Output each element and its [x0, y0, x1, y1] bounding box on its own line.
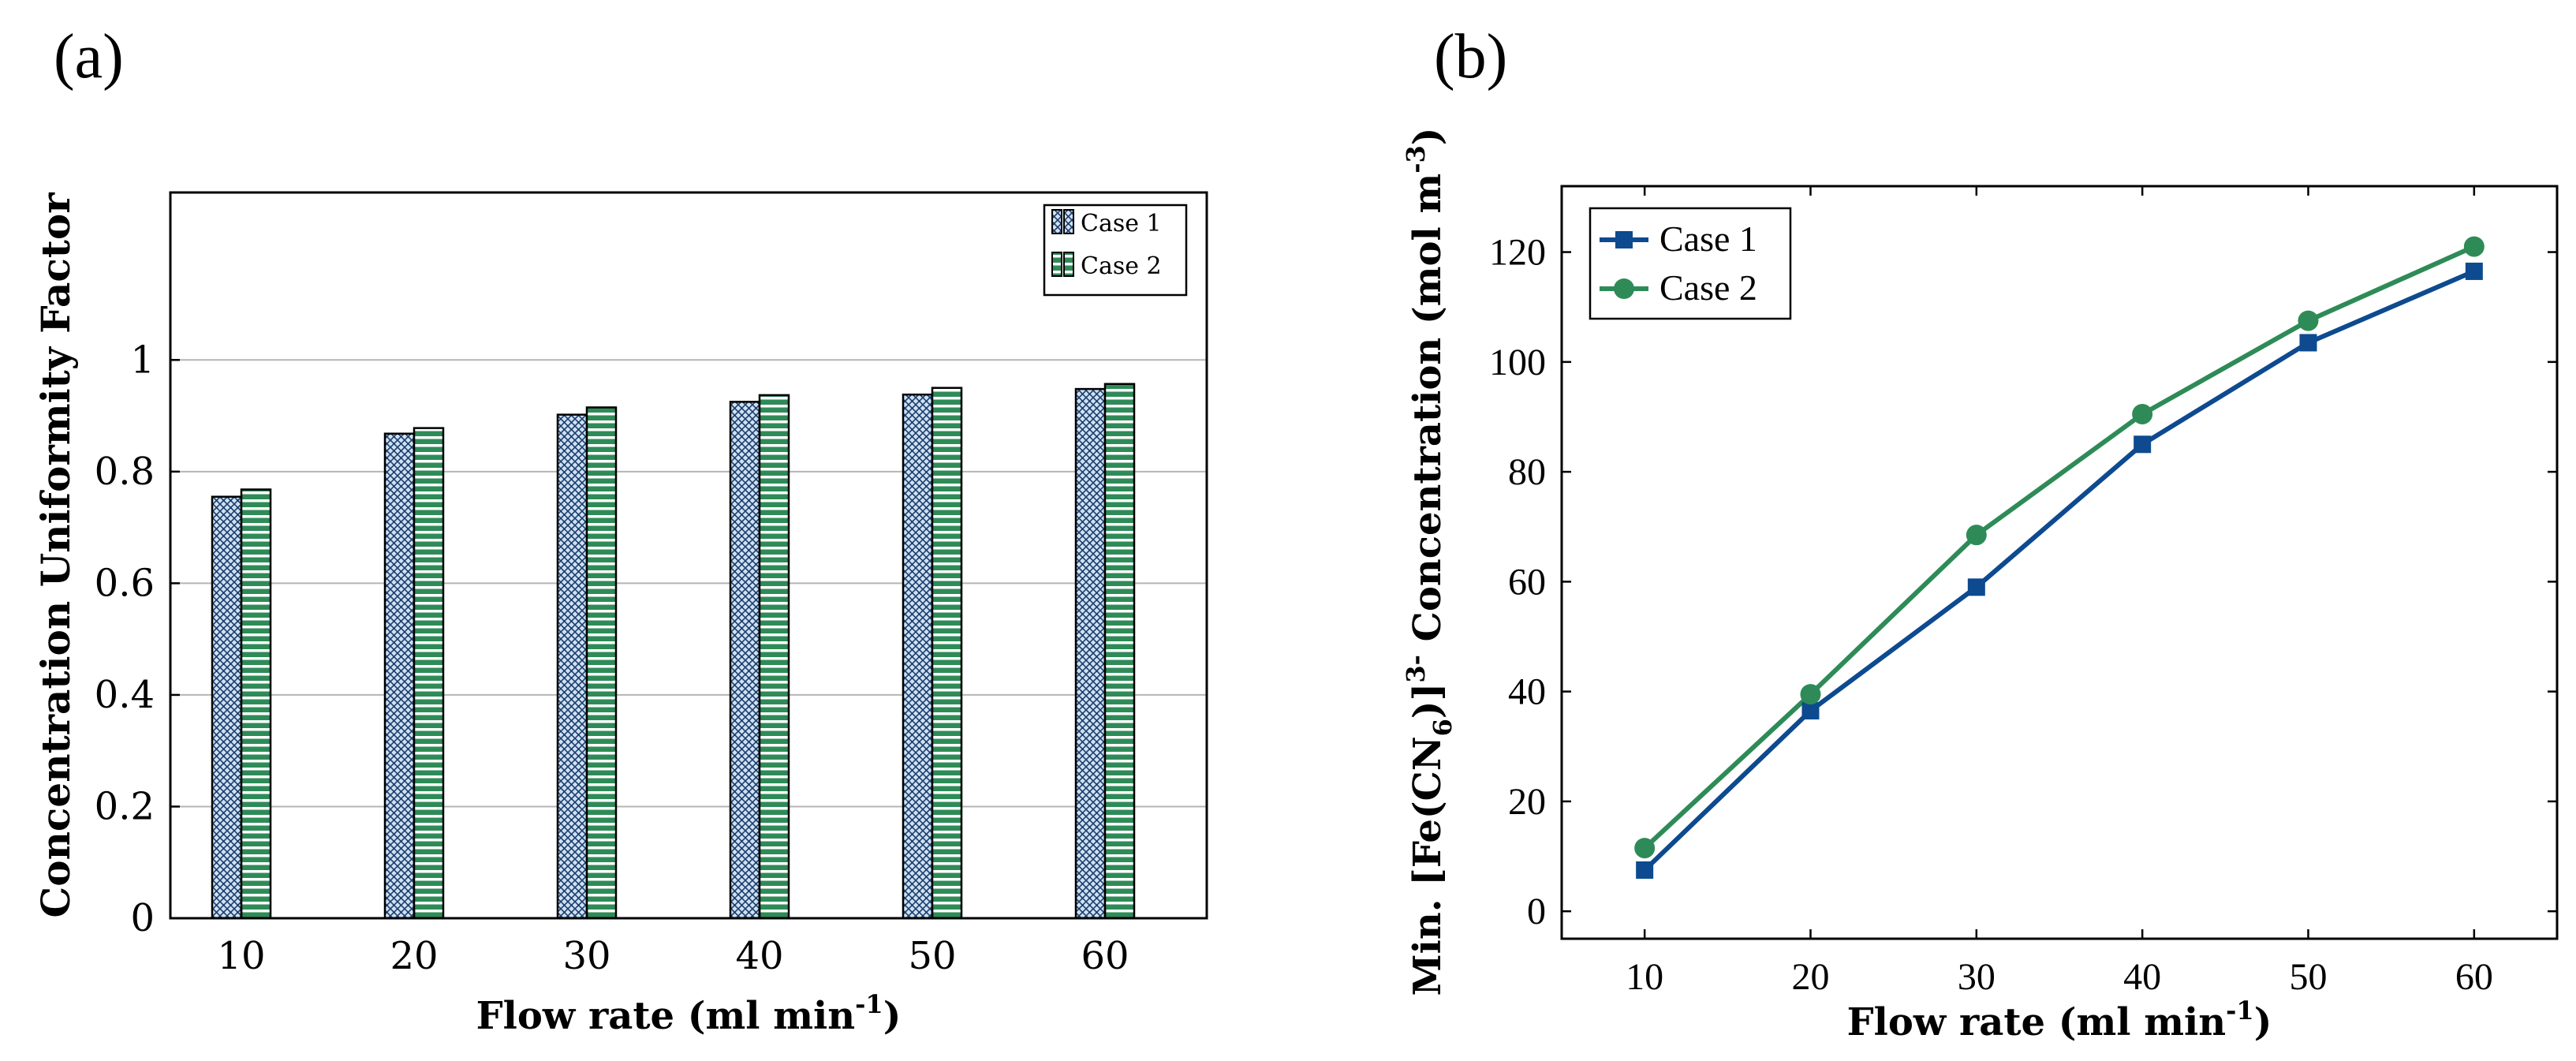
bar-case2 — [1103, 383, 1136, 920]
legend-case1-marker — [1615, 231, 1633, 248]
x-tick-label: 50 — [2290, 956, 2328, 998]
legend-case2-swatch — [1051, 252, 1062, 277]
line-case2 — [1643, 244, 2476, 850]
x-tick-label: 30 — [562, 934, 610, 978]
y-tick-label: 0.8 — [95, 450, 155, 494]
point-case1 — [1801, 702, 1820, 720]
point-case2 — [2463, 236, 2485, 257]
x-tick-label: 10 — [217, 934, 265, 978]
x-tick-label: 30 — [1958, 956, 1995, 998]
bar-case1 — [211, 495, 243, 920]
panel-b-legend: Case 1 Case 2 — [1589, 207, 1792, 320]
panel-b-label: (b) — [1434, 22, 1507, 92]
x-tick-label: 20 — [390, 934, 438, 978]
point-case2 — [2298, 310, 2319, 331]
point-case1 — [2134, 435, 2152, 454]
point-case1 — [1967, 578, 1985, 596]
x-tick-label: 10 — [1626, 956, 1663, 998]
panel-b-x-ticks: 10 20 30 40 50 60 — [1626, 186, 2493, 998]
panel-a-legend-box — [1043, 204, 1188, 297]
point-case2 — [2132, 403, 2153, 424]
y-tick-label: 0.6 — [95, 561, 155, 605]
panel-a-bars — [211, 383, 1136, 920]
panel-a-bar-chart: (a) 0 0.2 0.4 0.6 0.8 1 10 20 30 40 50 60 Concentr… — [32, 22, 1208, 1038]
bar-case1 — [729, 401, 761, 920]
y-tick-label: 40 — [1508, 671, 1546, 713]
legend-case2-marker — [1614, 278, 1634, 299]
x-tick-label: 20 — [1792, 956, 1830, 998]
legend-case1-swatch — [1063, 209, 1074, 234]
panel-a-x-ticks: 10 20 30 40 50 60 — [217, 909, 1129, 978]
legend-case1-label: Case 1 — [1659, 219, 1757, 259]
bar-case2 — [585, 406, 618, 920]
y-tick-label: 20 — [1508, 781, 1546, 823]
bar-case2 — [931, 387, 963, 920]
panel-b-series — [1634, 236, 2485, 879]
bar-case2 — [240, 488, 272, 920]
point-case2 — [1966, 525, 1987, 546]
legend-case2-swatch — [1063, 252, 1074, 277]
panel-b-y-ticks: 0 20 40 60 80 100 120 — [1489, 232, 2557, 932]
panel-a-plot-frame — [169, 191, 1208, 920]
point-case2 — [1634, 838, 1656, 859]
bar-case2 — [758, 394, 790, 920]
y-tick-label: 0 — [130, 896, 155, 940]
point-case1 — [2299, 334, 2317, 352]
panel-b-legend-box — [1589, 207, 1792, 320]
y-tick-label: 60 — [1508, 561, 1546, 603]
bar-case1 — [1074, 387, 1107, 920]
y-tick-label: 0.4 — [95, 673, 155, 717]
line-case1 — [1643, 269, 2475, 872]
point-case2 — [1800, 684, 1821, 705]
y-tick-label: 1 — [130, 338, 155, 382]
y-tick-label: 120 — [1489, 232, 1546, 274]
point-case1 — [2465, 262, 2483, 280]
panel-a-y-axis-label: Concentration Uniformity Factor — [32, 192, 79, 918]
bar-case1 — [556, 413, 588, 920]
panel-a-label: (a) — [54, 22, 124, 92]
legend-case1-label: Case 1 — [1081, 210, 1162, 237]
point-case1 — [1636, 861, 1654, 879]
y-tick-label: 0 — [1527, 891, 1546, 932]
panel-a-legend: Case 1 Case 2 — [1043, 204, 1188, 297]
panel-a-y-ticks: 0 0.2 0.4 0.6 0.8 1 — [95, 338, 180, 940]
y-tick-label: 100 — [1489, 342, 1546, 383]
y-tick-label: 80 — [1508, 451, 1546, 493]
x-tick-label: 50 — [908, 934, 956, 978]
panel-a-gridlines — [170, 359, 1207, 808]
legend-case2-label: Case 2 — [1081, 252, 1162, 280]
x-tick-label: 40 — [2123, 956, 2161, 998]
panel-b-y-axis-label: Min. [Fe(CN6)]3- Concentration (mol m-3) — [1401, 127, 1458, 996]
panel-b-line-chart: (b) 0 20 40 60 80 100 120 10 20 30 40 50 60 Min. [F… — [1401, 22, 2559, 1044]
x-tick-label: 60 — [1081, 934, 1129, 978]
legend-case2-label: Case 2 — [1659, 267, 1757, 308]
bar-case1 — [902, 393, 934, 920]
y-tick-label: 0.2 — [95, 784, 155, 828]
panel-b-x-axis-label: Flow rate (ml min-1) — [1847, 996, 2272, 1044]
x-tick-label: 60 — [2455, 956, 2493, 998]
bar-case2 — [413, 427, 445, 920]
x-tick-label: 40 — [735, 934, 783, 978]
bar-case1 — [383, 432, 416, 920]
legend-case1-swatch — [1051, 209, 1062, 234]
panel-b-plot-frame — [1560, 185, 2559, 940]
panel-a-x-axis-label: Flow rate (ml min-1) — [476, 989, 902, 1038]
